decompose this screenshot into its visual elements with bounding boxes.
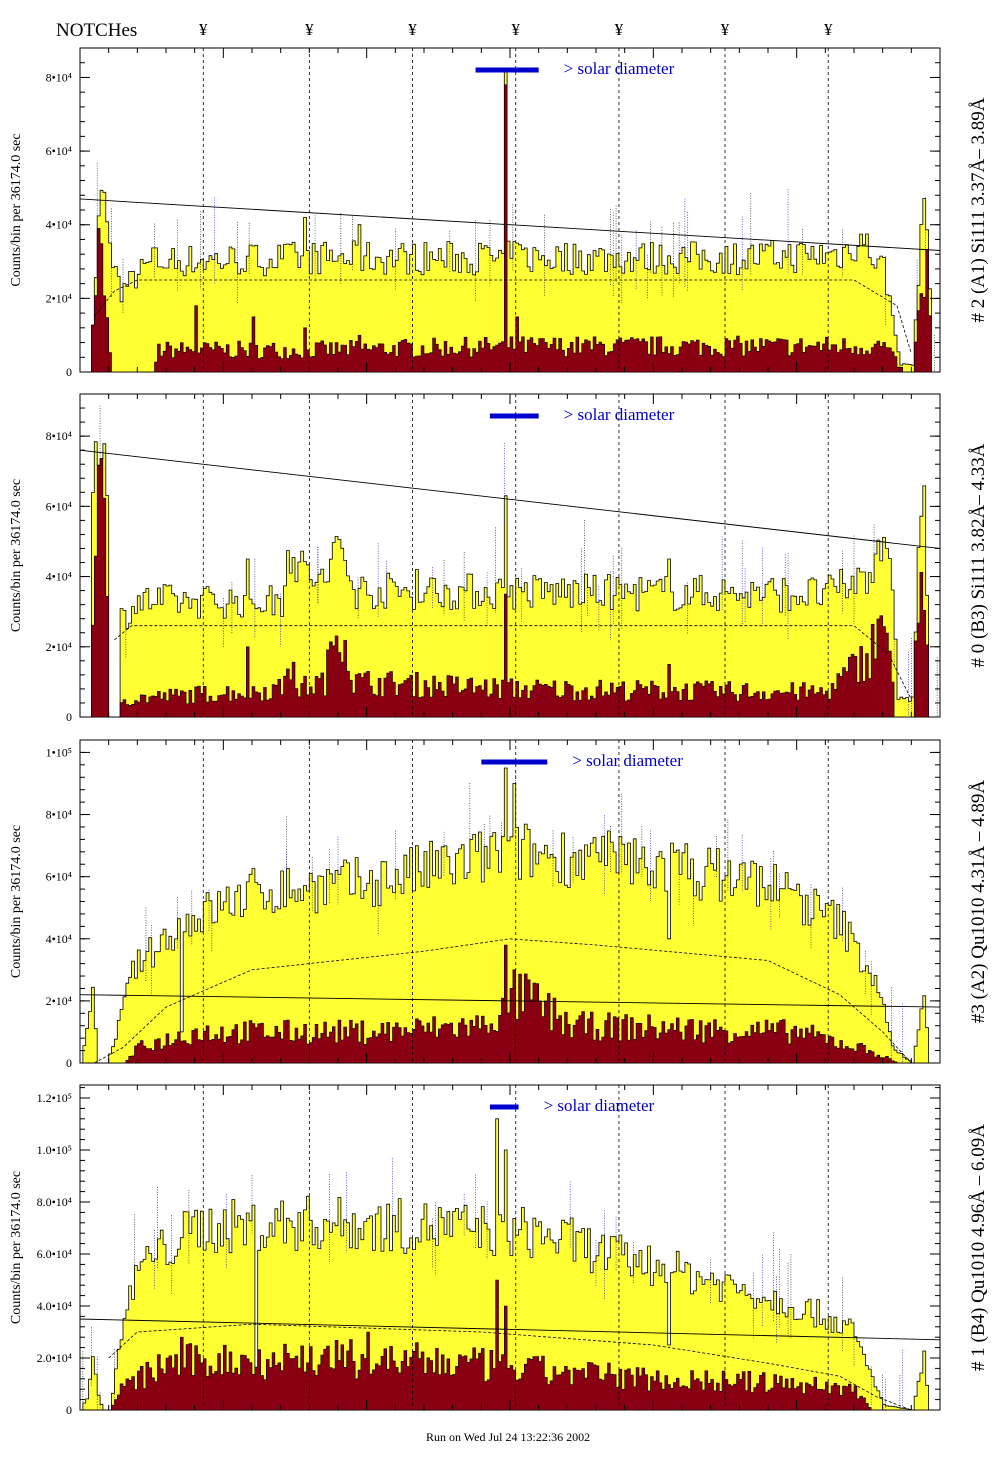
y-tick-label: 6•10⁴ (46, 499, 72, 513)
y-tick-label: 2•10⁴ (46, 994, 72, 1008)
y-tick-label: 8•10⁴ (46, 429, 72, 443)
average-curve (94, 938, 912, 1064)
y-tick-label: 6•10⁴ (46, 870, 72, 884)
notch-marker: ¥ (305, 20, 314, 39)
y-axis-label: Counts/bin per 36174.0 sec (9, 479, 24, 632)
y-axis-label: Counts/bin per 36174.0 sec (9, 133, 24, 286)
y-tick-label: 0 (66, 1403, 72, 1417)
chart-panel-3: 0 2.0•10⁴ 4.0•10⁴ 6.0•10⁴ 8.0•10⁴ 1.0•10⁵ 1.2•… (9, 1084, 989, 1417)
solar-diameter-label: > solar diameter (572, 751, 683, 770)
histogram-dark (80, 1279, 940, 1411)
y-tick-label: 4•10⁴ (46, 570, 72, 584)
y-tick-label: 8.0•10⁴ (37, 1195, 72, 1209)
chart-panel-2: 0 2•10⁴ 4•10⁴ 6•10⁴ 8•10⁴ 1•10⁵ Counts/bin per… (9, 739, 989, 1070)
solar-diameter-label: > solar diameter (564, 59, 675, 78)
y-tick-label: 2.0•10⁴ (37, 1351, 72, 1365)
y-tick-label: 0 (66, 365, 72, 379)
histogram-dark (80, 458, 940, 718)
notch-marker: ¥ (720, 20, 730, 39)
histogram-dark (80, 84, 940, 373)
y-tick-label: 0 (66, 710, 72, 724)
y-tick-label: 1.0•10⁵ (37, 1143, 72, 1157)
notches-label: NOTCHes (56, 20, 138, 41)
y-tick-label: 8•10⁴ (46, 70, 72, 84)
run-timestamp: Run on Wed Jul 24 13:22:36 2002 (426, 1430, 591, 1444)
y-tick-label: 6•10⁴ (46, 144, 72, 158)
y-tick-label: 8•10⁴ (46, 808, 72, 822)
notch-marker: ¥ (408, 20, 417, 39)
average-curve (114, 625, 912, 700)
y-tick-label: 0 (66, 1056, 72, 1070)
notch-marker: ¥ (199, 20, 208, 39)
reference-line (79, 198, 941, 251)
average-curve (108, 1323, 912, 1411)
notch-marker: ¥ (614, 20, 624, 39)
y-tick-label: 2•10⁴ (46, 640, 72, 654)
chart-panel-0: 0 2•10⁴ 4•10⁴ 6•10⁴ 8•10⁴ Counts/bin per 3617… (9, 47, 989, 379)
reference-line (79, 449, 941, 549)
panel-label: # 1 (B4) Qu1010 4.96Å – 6.09Å (968, 1124, 989, 1371)
notch-marker: ¥ (511, 20, 520, 39)
notch-marker: ¥ (823, 20, 833, 39)
y-tick-label: 4•10⁴ (46, 218, 72, 232)
y-tick-label: 4•10⁴ (46, 932, 72, 946)
histogram-total (80, 767, 940, 1064)
y-tick-label: 2•10⁴ (46, 291, 72, 305)
chart-panel-1: 0 2•10⁴ 4•10⁴ 6•10⁴ 8•10⁴ Counts/bin per 3617… (9, 393, 989, 724)
reference-line (79, 1318, 941, 1341)
y-tick-label: 6.0•10⁴ (37, 1247, 72, 1261)
histogram-dark (80, 944, 940, 1064)
y-tick-label: 4.0•10⁴ (37, 1299, 72, 1313)
panel-label: #3 (A2) Qu1010 4.31Å – 4.89Å (968, 780, 989, 1024)
y-tick-label: 1.2•10⁵ (37, 1091, 72, 1105)
y-tick-label: 1•10⁵ (46, 745, 72, 759)
panel-label: # 2 (A1) Si111 3.37Å– 3.89Å (968, 97, 989, 322)
solar-diameter-label: > solar diameter (544, 1096, 655, 1115)
reference-line (79, 994, 941, 1008)
y-axis-label: Counts/bin per 36174.0 sec (9, 1171, 24, 1324)
average-curve (93, 279, 912, 354)
y-axis-label: Counts/bin per 36174.0 sec (9, 825, 24, 978)
solar-diameter-label: > solar diameter (564, 405, 675, 424)
panel-label: # 0 (B3) Si111 3.82Å– 4.33Å (968, 443, 989, 667)
